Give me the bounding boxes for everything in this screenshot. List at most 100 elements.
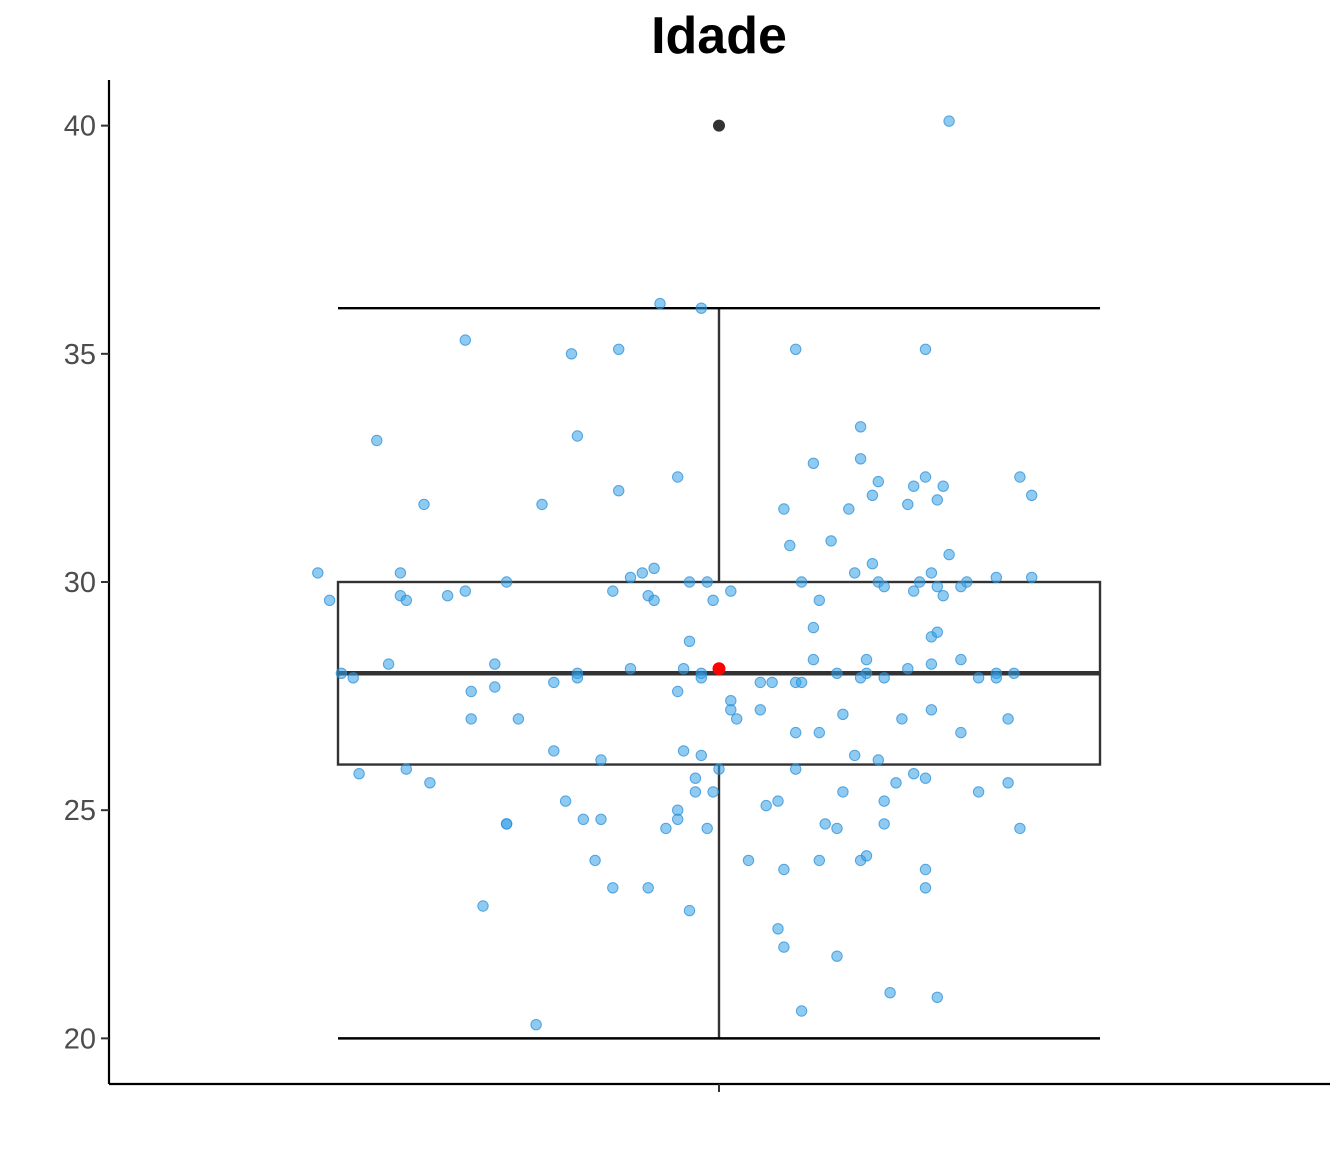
jitter-point: [500, 576, 513, 588]
jitter-point: [795, 1005, 808, 1017]
jitter-point: [725, 704, 737, 716]
jitter-point: [500, 818, 513, 830]
jitter-point: [860, 850, 873, 862]
jitter-point: [335, 667, 348, 679]
jitter-point: [559, 795, 572, 807]
jitter-point: [961, 576, 973, 588]
jitter-point: [908, 480, 920, 492]
jitter-point: [931, 991, 943, 1003]
jitter-point: [312, 567, 324, 579]
jitter-point: [990, 571, 1002, 584]
jitter-point: [854, 453, 867, 465]
jitter-point: [677, 663, 690, 675]
jitter-point: [424, 777, 436, 789]
jitter-point: [843, 503, 855, 515]
jitter-point: [742, 854, 755, 867]
jitter-point: [571, 672, 584, 684]
jitter-point: [831, 950, 843, 962]
jitter-point: [323, 594, 336, 606]
jitter-point: [1026, 571, 1038, 584]
jitter-point: [418, 498, 430, 511]
jitter-point: [754, 704, 766, 716]
jitter-point: [465, 713, 477, 725]
jitter-point: [790, 763, 802, 775]
jitter-point: [624, 663, 637, 675]
jitter-point: [896, 713, 908, 725]
jitter-point: [790, 726, 802, 739]
jitter-point: [683, 576, 696, 588]
jitter-point: [878, 818, 890, 830]
jitter-point: [760, 799, 772, 812]
y-axis-ticks: 20 25 30 35 40: [64, 111, 109, 1055]
jitter-point: [683, 635, 696, 647]
jitter-points-layer: [312, 115, 1038, 1031]
jitter-point: [701, 576, 713, 588]
jitter-point: [884, 987, 896, 999]
jitter-point: [790, 343, 802, 355]
jitter-point: [695, 302, 707, 314]
jitter-point: [825, 535, 837, 547]
jitter-point: [382, 658, 395, 670]
jitter-point: [831, 667, 843, 679]
jitter-point: [837, 786, 849, 798]
jitter-point: [347, 672, 359, 684]
jitter-point: [642, 882, 654, 894]
jitter-point: [919, 882, 932, 894]
jitter-point: [878, 580, 890, 593]
jitter-point: [872, 754, 884, 766]
jitter-point: [465, 685, 477, 698]
jitter-point: [854, 421, 867, 433]
jitter-point: [943, 548, 955, 561]
jitter-point: [725, 585, 737, 597]
jitter-point: [1008, 667, 1020, 679]
jitter-point: [371, 434, 383, 447]
jitter-point: [813, 854, 825, 867]
jitter-point: [731, 713, 743, 725]
jitter-point: [613, 343, 625, 355]
jitter-point: [866, 489, 879, 501]
jitter-point: [813, 594, 825, 606]
jitter-point: [636, 567, 648, 579]
jitter-point: [860, 653, 873, 666]
jitter-point: [754, 676, 766, 689]
jitter-point: [695, 672, 707, 684]
jitter-point: [872, 475, 884, 488]
jitter-point: [1002, 713, 1014, 725]
jitter-point: [672, 813, 684, 825]
jitter-point: [795, 576, 808, 588]
jitter-point: [866, 558, 879, 570]
jitter-point: [672, 685, 684, 698]
jitter-point: [660, 822, 672, 835]
jitter-point: [701, 822, 713, 835]
jitter-point: [589, 854, 601, 867]
jitter-point: [772, 923, 784, 935]
outlier-point: [713, 119, 725, 132]
jitter-point: [459, 585, 471, 597]
jitter-point: [577, 813, 589, 825]
jitter-point: [813, 726, 825, 739]
jitter-point: [778, 941, 790, 953]
jitter-point: [489, 658, 501, 670]
y-tick-label: 20: [64, 1023, 96, 1055]
jitter-point: [689, 786, 702, 798]
jitter-point: [441, 590, 454, 602]
jitter-point: [654, 297, 666, 310]
jitter-point: [512, 713, 525, 725]
jitter-point: [807, 621, 820, 634]
jitter-point: [607, 882, 619, 894]
jitter-point: [459, 334, 471, 346]
jitter-point: [548, 745, 560, 757]
jitter-point: [766, 676, 778, 689]
jitter-point: [919, 772, 932, 784]
jitter-point: [707, 786, 719, 798]
jitter-point: [890, 777, 902, 789]
jitter-point: [919, 471, 932, 483]
jitter-point: [908, 768, 920, 780]
jitter-point: [565, 348, 578, 360]
jitter-point: [1026, 489, 1038, 501]
y-tick-label: 25: [64, 795, 96, 827]
jitter-point: [908, 585, 920, 597]
jitter-point: [648, 594, 660, 606]
jitter-point: [913, 576, 926, 588]
